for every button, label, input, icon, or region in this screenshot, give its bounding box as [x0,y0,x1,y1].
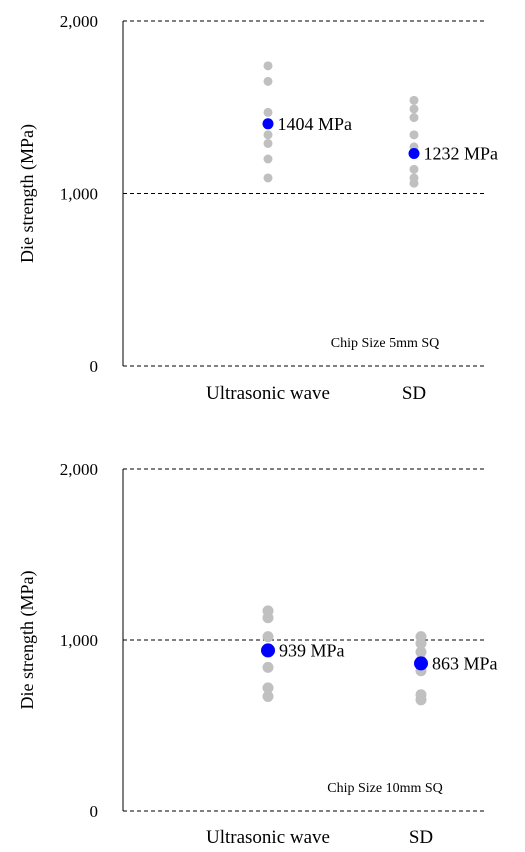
data-point [262,631,274,643]
data-point [409,130,419,140]
category-label: Ultrasonic wave [206,827,330,848]
data-point [263,138,273,148]
chip-size-note: Chip Size 10mm SQ [327,781,443,796]
y-axis-title: Die strength (MPa) [17,124,38,263]
y-tick-label: 0 [90,802,99,821]
data-point [263,130,273,140]
mean-point [408,147,420,159]
mean-value-label: 863 MPa [432,653,498,673]
chip-size-note: Chip Size 5mm SQ [331,336,440,351]
data-point [409,164,419,174]
y-tick-label: 2,000 [60,460,98,479]
data-point [262,682,274,694]
y-tick-label: 1,000 [60,631,98,650]
mean-value-label: 939 MPa [279,640,345,660]
data-point [263,107,273,117]
mean-point [414,656,428,671]
y-tick-label: 0 [90,357,99,376]
data-point [263,173,273,183]
data-point [415,646,427,658]
data-point [262,690,274,702]
category-label: Ultrasonic wave [206,383,330,404]
y-tick-label: 2,000 [60,12,98,31]
category-label: SD [409,827,433,848]
data-point [409,113,419,123]
data-point [409,104,419,114]
data-point [263,154,273,164]
mean-point [261,643,275,658]
category-label: SD [402,383,426,404]
mean-point [262,118,274,130]
data-point [409,178,419,188]
data-point [415,637,427,649]
data-point [262,661,274,673]
data-point [263,76,273,86]
data-point [262,612,274,624]
data-point [263,61,273,71]
data-point [415,694,427,706]
mean-value-label: 1404 MPa [278,114,353,134]
data-point [409,95,419,105]
y-tick-label: 1,000 [60,185,98,204]
y-axis-title: Die strength (MPa) [17,571,38,710]
mean-value-label: 1232 MPa [424,143,499,163]
